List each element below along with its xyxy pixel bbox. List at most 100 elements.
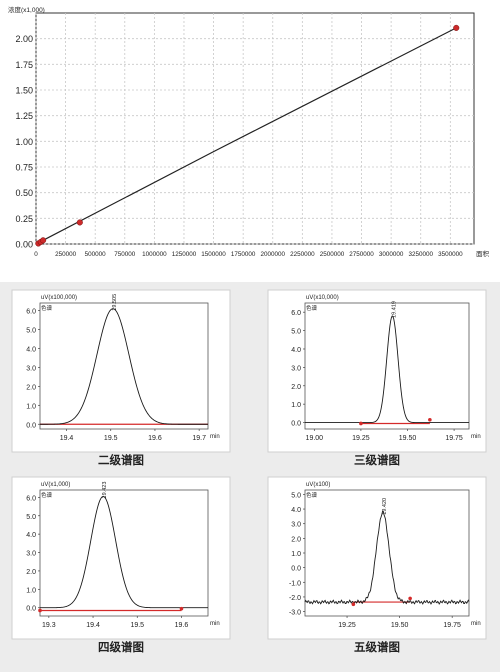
y-tick-label: 4.0 [291, 347, 301, 354]
x-axis-unit: min [210, 621, 220, 627]
chart-caption: 五级谱图 [354, 640, 400, 654]
chromatogram-5: -3.0 -2.0 -1.0 0.0 1.0 2.0 3.0 4.0 5.0 19.25 19.50… [267, 476, 487, 654]
y-tick-label: 6.0 [26, 309, 36, 316]
data-point [40, 237, 47, 244]
peak-trace [305, 315, 469, 424]
x-axis-unit: min [471, 434, 481, 440]
y-tick-label: 0.0 [26, 606, 36, 613]
x-tick-label: 0 [34, 251, 38, 258]
x-axis-label: 面积 [476, 249, 490, 258]
y-tick-label: 0.0 [26, 422, 36, 429]
y-axis-label: uV(x100,000) [41, 295, 77, 301]
integration-marker [408, 596, 412, 601]
peak-label: 19.423 [102, 482, 108, 499]
y-tick-label: 2.0 [291, 536, 301, 543]
y-tick-label: 1.0 [291, 402, 301, 409]
x-tick-label: 1750000 [231, 251, 256, 258]
peak-trace [40, 308, 208, 425]
y-tick-label: 2.00 [15, 34, 33, 44]
data-point [76, 219, 83, 226]
chart-caption: 三级谱图 [354, 453, 400, 467]
y-tick-label: 2.0 [26, 569, 36, 576]
x-tick-label: 2000000 [260, 251, 285, 258]
y-tick-label: 2.0 [26, 384, 36, 391]
y-axis-label: 浓度(x1,000) [8, 5, 45, 14]
x-tick-label: 19.5 [130, 622, 144, 629]
x-tick-label: 19.4 [60, 435, 74, 442]
channel-label: 色谱 [41, 491, 53, 499]
y-tick-label: 1.50 [15, 86, 33, 96]
y-tick-label: 5.0 [26, 328, 36, 335]
y-tick-label: 5.0 [291, 329, 301, 336]
y-tick-label: 3.0 [26, 551, 36, 558]
y-tick-label: 0.75 [15, 163, 33, 173]
x-tick-label: 19.6 [175, 622, 189, 629]
peak-label: 19.420 [382, 498, 388, 515]
y-tick-label: 0.25 [15, 214, 33, 224]
y-tick-label: 3.0 [291, 522, 301, 529]
x-tick-label: 3250000 [408, 251, 433, 258]
y-tick-label: 6.0 [291, 310, 301, 317]
x-tick-label: 2500000 [320, 251, 345, 258]
x-tick-label: 19.6 [148, 435, 162, 442]
x-tick-label: 3000000 [379, 251, 404, 258]
x-tick-label: 19.75 [443, 622, 461, 629]
channel-label: 色谱 [41, 304, 53, 312]
x-tick-label: 1000000 [142, 251, 167, 258]
channel-label: 色谱 [306, 304, 318, 312]
y-tick-label: 1.0 [26, 587, 36, 594]
y-tick-label: 1.00 [15, 137, 33, 147]
y-axis-label: uV(x1,000) [41, 482, 70, 488]
chromatogram-2: 0.0 1.0 2.0 3.0 4.0 5.0 6.0 19.4 19.5 19.6 19.7 min… [11, 289, 231, 467]
x-tick-label: 19.25 [352, 435, 370, 442]
y-tick-label: 1.0 [291, 551, 301, 558]
y-tick-label: 4.0 [26, 346, 36, 353]
x-tick-label: 2750000 [349, 251, 374, 258]
y-tick-label: 3.0 [26, 365, 36, 372]
x-tick-label: 19.75 [445, 435, 463, 442]
x-tick-label: 19.25 [338, 622, 356, 629]
y-tick-label: 4.0 [291, 507, 301, 514]
x-tick-label: 3500000 [438, 251, 463, 258]
peak-trace [304, 510, 470, 605]
chart-caption: 二级谱图 [98, 453, 144, 467]
plot-frame [304, 302, 470, 430]
x-tick-label: 1500000 [201, 251, 226, 258]
x-tick-label: 19.50 [399, 435, 417, 442]
channel-label: 色谱 [306, 491, 318, 499]
y-tick-label: 0.0 [291, 566, 301, 573]
y-tick-label: 4.0 [26, 532, 36, 539]
y-axis-label: uV(x10,000) [306, 295, 339, 301]
y-tick-label: 0.0 [291, 421, 301, 428]
plot-frame [39, 489, 209, 617]
y-tick-label: 1.75 [15, 60, 33, 70]
y-tick-label: -3.0 [289, 610, 301, 617]
x-tick-label: 500000 [85, 251, 107, 258]
peak-label: 19.505 [112, 294, 118, 311]
x-axis-unit: min [471, 621, 481, 627]
integration-marker [359, 421, 363, 426]
calibration-chart: 0 250000 500000 750000 1000000 1250000 1500000… [8, 5, 490, 258]
y-tick-label: 1.25 [15, 111, 33, 121]
y-tick-label: -1.0 [289, 580, 301, 587]
y-tick-label: 3.0 [291, 365, 301, 372]
data-point [453, 24, 460, 31]
x-tick-label: 19.00 [306, 435, 324, 442]
x-tick-label: 2250000 [290, 251, 315, 258]
y-tick-label: 0.00 [15, 240, 33, 250]
plot-frame [304, 489, 470, 617]
integration-marker [351, 602, 356, 607]
plot-frame [39, 302, 209, 430]
x-tick-label: 750000 [114, 251, 136, 258]
x-tick-label: 250000 [55, 251, 77, 258]
y-tick-label: 6.0 [26, 495, 36, 502]
integration-marker [428, 418, 432, 422]
y-tick-label: 2.0 [291, 384, 301, 391]
x-tick-label: 19.5 [104, 435, 118, 442]
integration-marker [179, 606, 184, 611]
chromatogram-4: 0.0 1.0 2.0 3.0 4.0 5.0 6.0 19.3 19.4 19.5 19.6 min… [11, 476, 231, 654]
x-tick-label: 1250000 [172, 251, 197, 258]
y-tick-label: 0.50 [15, 188, 33, 198]
